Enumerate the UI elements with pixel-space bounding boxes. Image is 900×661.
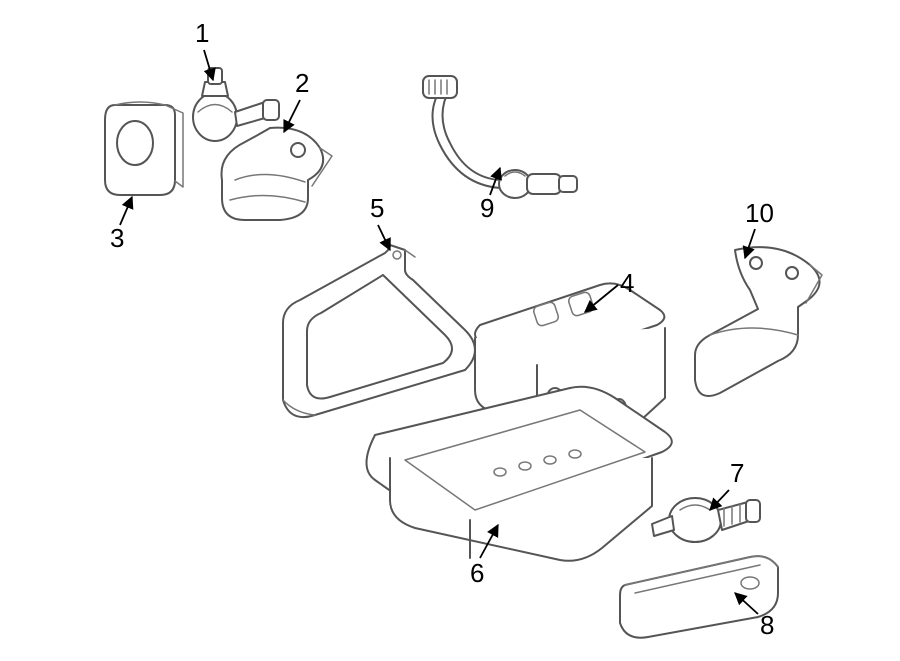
callout-8: 8 xyxy=(760,612,774,638)
callout-3: 3 xyxy=(110,225,124,251)
part-valve-bracket xyxy=(210,120,360,240)
callout-7: 7 xyxy=(730,460,744,486)
callout-5: 5 xyxy=(370,195,384,221)
callout-1: 1 xyxy=(195,20,209,46)
part-mount-bracket xyxy=(680,235,850,415)
callout-4: 4 xyxy=(620,270,634,296)
callout-9: 9 xyxy=(480,195,494,221)
exploded-parts-diagram: 1 2 3 4 5 6 7 8 9 10 xyxy=(0,0,900,661)
callout-6: 6 xyxy=(470,560,484,586)
callout-10: 10 xyxy=(745,200,774,226)
callout-2: 2 xyxy=(295,70,309,96)
part-hose-assembly xyxy=(405,70,605,220)
